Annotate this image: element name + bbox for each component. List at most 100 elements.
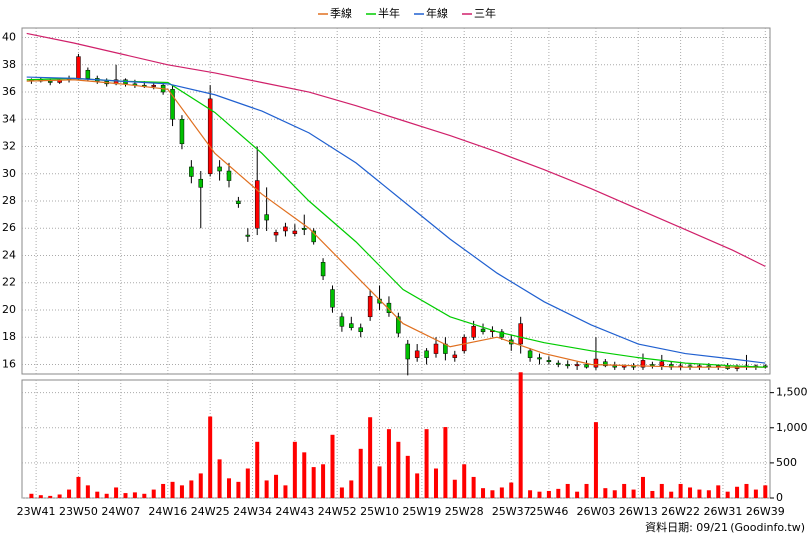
y-tick-label: 20 xyxy=(2,303,16,316)
volume-bar xyxy=(424,429,429,498)
x-tick-label: 26W03 xyxy=(576,505,615,518)
volume-bar xyxy=(57,494,62,498)
candle-body xyxy=(349,323,354,328)
volume-bar xyxy=(85,485,90,498)
volume-bar xyxy=(349,480,354,498)
candle-body xyxy=(405,343,411,360)
candle-body xyxy=(226,170,232,181)
volume-bar xyxy=(161,483,166,498)
volume-bar xyxy=(706,490,711,498)
volume-bar xyxy=(612,490,617,498)
x-tick-label: 24W43 xyxy=(275,505,314,518)
candle-body xyxy=(179,119,185,145)
candle-body xyxy=(659,361,665,367)
volume-bar xyxy=(537,491,542,498)
volume-bar xyxy=(518,372,523,498)
x-tick-label: 26W39 xyxy=(746,505,785,518)
price-panel xyxy=(21,27,771,375)
volume-bar xyxy=(622,483,627,498)
volume-bar xyxy=(603,488,608,498)
candle-body xyxy=(424,350,429,358)
volume-bar xyxy=(255,441,260,498)
y-tick-label: 38 xyxy=(2,58,16,71)
candle-body xyxy=(151,84,156,87)
x-tick-label: 24W16 xyxy=(148,505,187,518)
y-tick-label: 24 xyxy=(2,248,16,261)
volume-bar xyxy=(292,441,297,498)
candle-body xyxy=(273,232,279,236)
candle-body xyxy=(537,357,542,360)
volume-bar xyxy=(725,491,730,498)
volume-bar xyxy=(226,478,231,498)
volume-bar xyxy=(132,492,137,498)
candle-body xyxy=(612,365,618,368)
volume-bar xyxy=(640,476,645,498)
volume-bar xyxy=(208,416,213,498)
candle-body xyxy=(584,364,589,368)
volume-bar xyxy=(481,488,486,498)
volume-bar xyxy=(593,422,598,498)
volume-bar xyxy=(415,473,420,498)
y-tick-label: 16 xyxy=(2,357,16,370)
candle-body xyxy=(367,296,373,318)
candle-body xyxy=(480,328,486,333)
y-tick-label: 26 xyxy=(2,221,16,234)
volume-bar xyxy=(123,493,128,498)
legend-label: 季線 xyxy=(330,6,352,20)
volume-bar xyxy=(358,448,363,498)
volume-bar xyxy=(368,417,373,498)
volume-bar xyxy=(311,467,316,498)
candle-body xyxy=(198,178,204,188)
ma-line xyxy=(26,32,766,267)
volume-bar xyxy=(29,493,34,498)
y2-tick-label: 0 xyxy=(776,491,783,504)
volume-bar xyxy=(575,491,580,498)
volume-bar xyxy=(735,486,740,498)
y2-tick-label: 1,500 xyxy=(776,386,808,399)
volume-bar xyxy=(114,487,119,498)
volume-bar xyxy=(744,483,749,498)
candle-body xyxy=(574,364,580,367)
candle-body xyxy=(245,234,251,237)
x-tick-label: 24W25 xyxy=(191,505,230,518)
candle-body xyxy=(603,361,608,367)
volume-bar xyxy=(753,489,758,498)
legend-label: 年線 xyxy=(426,6,448,20)
candle-body xyxy=(527,350,533,358)
volume-bar xyxy=(95,491,100,498)
volume-bar xyxy=(283,485,288,498)
y-tick-label: 30 xyxy=(2,167,16,180)
volume-bar xyxy=(38,495,43,498)
volume-bar xyxy=(274,474,279,498)
candle-body xyxy=(499,331,505,338)
x-tick-label: 24W52 xyxy=(318,505,357,518)
candle-body xyxy=(292,230,298,234)
volume-bar xyxy=(377,466,382,498)
y-tick-label: 40 xyxy=(2,31,16,44)
candle-body xyxy=(47,80,53,83)
candle-body xyxy=(471,326,476,338)
candle-body xyxy=(433,343,439,354)
volume-bar xyxy=(330,434,335,498)
volume-bar xyxy=(490,490,495,498)
volume-bar xyxy=(151,489,156,498)
candle-body xyxy=(518,323,523,345)
volume-bar xyxy=(396,441,401,498)
volume-bar xyxy=(462,464,467,498)
candle-body xyxy=(640,360,646,368)
y-tick-label: 28 xyxy=(2,194,16,207)
candle-body xyxy=(546,360,552,362)
volume-bar xyxy=(669,491,674,498)
y2-tick-label: 1,000 xyxy=(776,421,808,434)
y-tick-label: 32 xyxy=(2,140,16,153)
x-tick-label: 24W07 xyxy=(101,505,140,518)
x-tick-label: 25W46 xyxy=(529,505,568,518)
volume-bar xyxy=(142,493,147,498)
y2-tick-label: 500 xyxy=(776,456,797,469)
x-tick-label: 23W41 xyxy=(17,505,56,518)
volume-bar xyxy=(170,481,175,498)
volume-bar xyxy=(198,473,203,498)
volume-bar xyxy=(67,489,72,498)
candle-body xyxy=(283,226,288,232)
volume-bar xyxy=(321,464,326,498)
